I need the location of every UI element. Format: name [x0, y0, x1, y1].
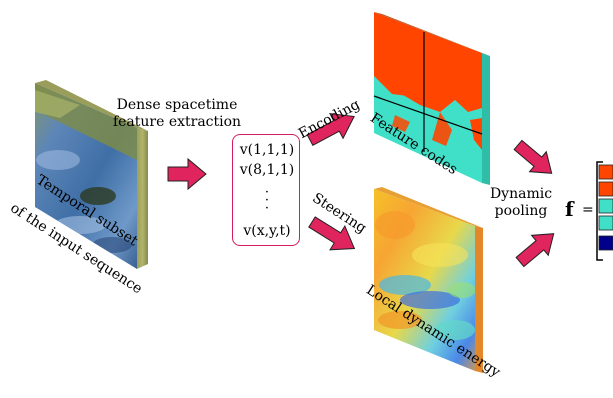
feature-vectors-box: v(1,1,1) v(8,1,1) · · · v(x,y,t): [232, 134, 300, 246]
vector-dot: ·: [264, 201, 270, 216]
video-stack-side: [137, 128, 148, 269]
vector-dot: ·: [264, 185, 270, 200]
vector-bracket: [596, 161, 603, 261]
vector-cell: [598, 198, 613, 214]
feature-codes-side: [482, 53, 490, 185]
arrow-codes-to-pooling: [513, 139, 553, 174]
feature-codes-top: [374, 12, 490, 56]
vector-cell: [598, 164, 613, 180]
energy-side: [475, 226, 483, 373]
dense-line1: Dense spacetime: [116, 97, 238, 113]
pooling-word: pooling: [494, 203, 548, 219]
arrow-to-extraction: [167, 157, 207, 191]
dynamic-word: Dynamic: [489, 186, 553, 202]
equals-sign: =: [582, 202, 594, 218]
dense-line2: feature extraction: [112, 114, 242, 130]
energy-top: [374, 187, 483, 228]
arrow-encoding: [306, 112, 355, 146]
pooled-vector: [596, 161, 613, 261]
vector-v111: v(1,1,1): [239, 142, 295, 158]
dynamic-pooling-label: Dynamic pooling: [489, 186, 553, 220]
f-symbol: f: [565, 197, 574, 221]
arrow-energy-to-pooling: [515, 233, 555, 268]
vector-cell: [598, 235, 613, 251]
vector-cell: [598, 215, 613, 231]
video-stack-top: [35, 80, 148, 131]
vector-v811: v(8,1,1): [239, 162, 295, 178]
vector-cell: [598, 181, 613, 197]
arrow-steering: [308, 216, 356, 251]
vector-vxyt: v(x,y,t): [243, 223, 291, 239]
local-energy-block: [374, 187, 483, 373]
dense-extraction-label: Dense spacetime feature extraction: [112, 97, 242, 131]
vector-dot: ·: [264, 193, 270, 208]
